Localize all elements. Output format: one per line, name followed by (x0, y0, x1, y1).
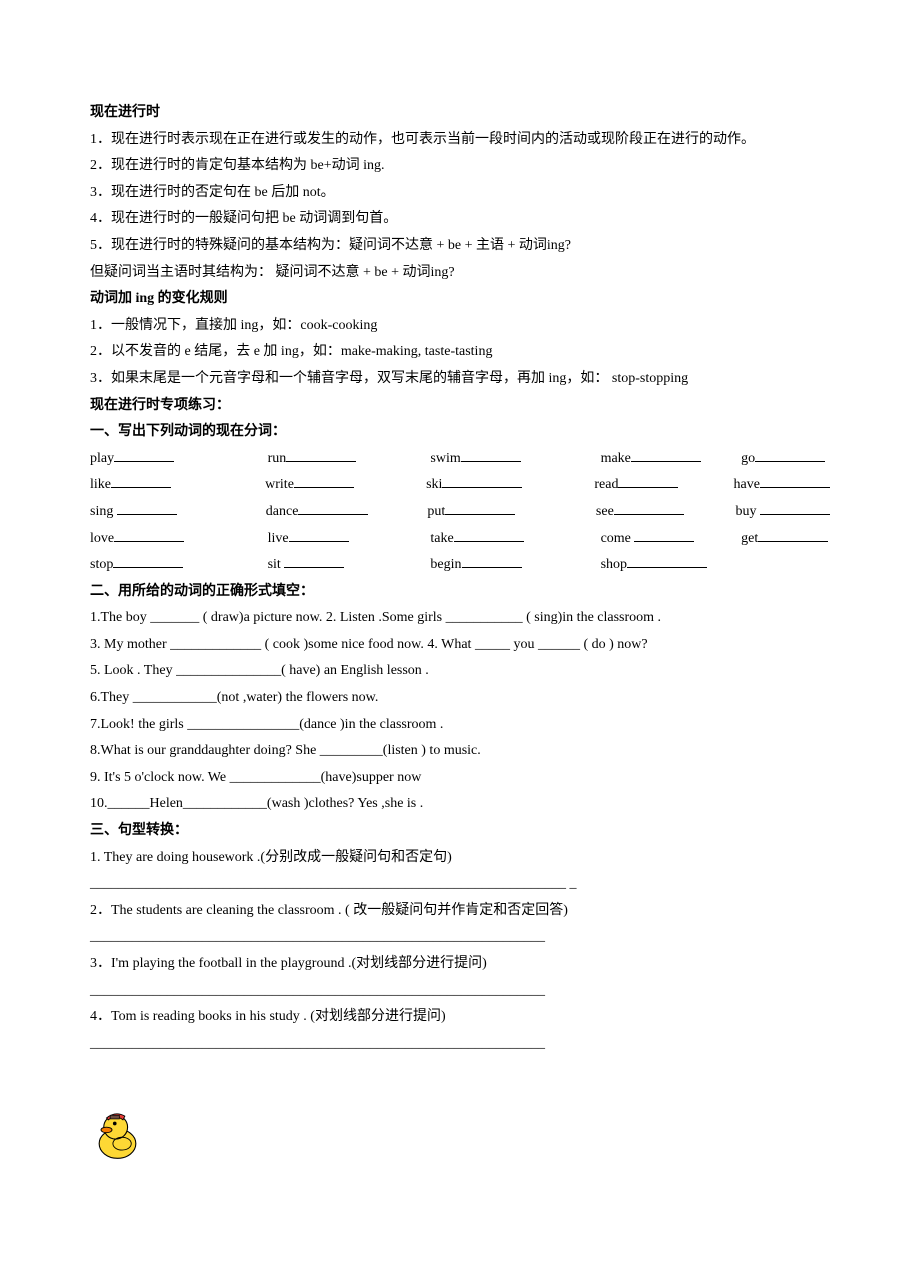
verb-cell: go (741, 451, 755, 466)
section5-item-1-blank: ________________________________________… (90, 924, 830, 951)
section4-line-7: 10.______Helen____________(wash )clothes… (90, 791, 830, 818)
section2-line-1: 2．以不发音的 e 结尾，去 e 加 ing，如：make-making, ta… (90, 339, 830, 366)
section2-line-2: 3．如果末尾是一个元音字母和一个辅音字母，双写末尾的辅音字母，再加 ing，如：… (90, 366, 830, 393)
verb-cell: love (90, 531, 114, 546)
section5-item-2-text: 3．I'm playing the football in the playgr… (90, 951, 830, 978)
verb-cell: like (90, 477, 111, 492)
verb-cell: swim (430, 451, 460, 466)
verb-cell: read (594, 477, 618, 492)
verb-cell: shop (601, 557, 627, 572)
section1-line-5: 但疑问词当主语时其结构为： 疑问词不达意 + be + 动词ing? (90, 260, 830, 287)
section1-line-3: 4．现在进行时的一般疑问句把 be 动词调到句首。 (90, 206, 830, 233)
section3-part1-heading: 一、写出下列动词的现在分词： (90, 419, 830, 446)
section1-line-2: 3．现在进行时的否定句在 be 后加 not。 (90, 180, 830, 207)
verb-row-2: sing dance put see buy (90, 499, 830, 526)
verb-cell: sit (268, 557, 281, 572)
verb-cell: stop (90, 557, 113, 572)
section4-line-5: 8.What is our granddaughter doing? She _… (90, 738, 830, 765)
section1-line-1: 2．现在进行时的肯定句基本结构为 be+动词 ing. (90, 153, 830, 180)
verb-cell: dance (266, 504, 299, 519)
verb-cell: run (268, 451, 287, 466)
section1-heading: 现在进行时 (90, 100, 830, 127)
section4-line-6: 9. It's 5 o'clock now. We _____________(… (90, 765, 830, 792)
verb-cell: have (734, 477, 760, 492)
verb-cell: make (601, 451, 631, 466)
section5-heading: 三、句型转换： (90, 818, 830, 845)
verb-cell: see (596, 504, 614, 519)
section5-item-0-blank: ________________________________________… (90, 871, 830, 898)
section4-line-1: 3. My mother _____________ ( cook )some … (90, 632, 830, 659)
section5-item-2-blank: ________________________________________… (90, 978, 830, 1005)
section1-line-4: 5．现在进行时的特殊疑问的基本结构为：疑问词不达意 + be + 主语 + 动词… (90, 233, 830, 260)
section1-line-0: 1．现在进行时表示现在正在进行或发生的动作，也可表示当前一段时间内的活动或现阶段… (90, 127, 830, 154)
verb-cell: buy (735, 504, 756, 519)
verb-cell: ski (426, 477, 442, 492)
verb-row-3: love live take come get (90, 526, 830, 553)
verb-cell: begin (430, 557, 461, 572)
verb-cell: write (265, 477, 294, 492)
section5-item-3-blank: ________________________________________… (90, 1031, 830, 1058)
section4-heading: 二、用所给的动词的正确形式填空： (90, 579, 830, 606)
verb-row-1: like write ski read have (90, 472, 830, 499)
section4-line-0: 1.The boy _______ ( draw)a picture now. … (90, 605, 830, 632)
section5-item-0-text: 1. They are doing housework .(分别改成一般疑问句和… (90, 845, 830, 872)
verb-row-0: play run swim make go (90, 446, 830, 473)
verb-cell: play (90, 451, 114, 466)
section4-line-4: 7.Look! the girls ________________(dance… (90, 712, 830, 739)
section5-item-1-text: 2．The students are cleaning the classroo… (90, 898, 830, 925)
duck-icon (90, 1107, 145, 1162)
section5-item-3-text: 4．Tom is reading books in his study . (对… (90, 1004, 830, 1031)
verb-cell: put (427, 504, 445, 519)
section3-heading: 现在进行时专项练习： (90, 393, 830, 420)
verb-cell: take (430, 531, 453, 546)
verb-cell: sing (90, 504, 113, 519)
verb-cell: come (601, 531, 631, 546)
verb-cell: live (268, 531, 289, 546)
section2-heading: 动词加 ing 的变化规则 (90, 286, 830, 313)
section4-line-3: 6.They ____________(not ,water) the flow… (90, 685, 830, 712)
verb-cell: get (741, 531, 758, 546)
section2-line-0: 1．一般情况下，直接加 ing，如：cook-cooking (90, 313, 830, 340)
section4-line-2: 5. Look . They _______________( have) an… (90, 658, 830, 685)
verb-row-4: stop sit begin shop (90, 552, 830, 579)
